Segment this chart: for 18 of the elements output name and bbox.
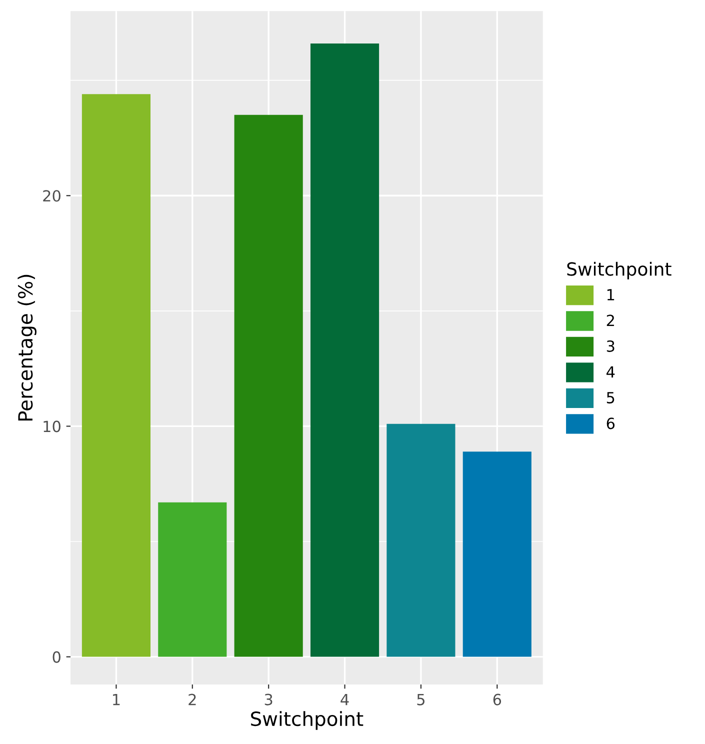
legend-title: Switchpoint bbox=[567, 262, 672, 280]
y-tick-label: 20 bbox=[43, 190, 60, 202]
legend-label: 2 bbox=[606, 314, 614, 326]
y-tick-label: 10 bbox=[44, 420, 60, 432]
legend-label: 6 bbox=[606, 418, 615, 430]
y-tick-label: 0 bbox=[52, 651, 60, 663]
legend-label: 3 bbox=[606, 340, 614, 352]
x-tick-label: 4 bbox=[340, 694, 349, 706]
x-tick-label: 5 bbox=[417, 694, 424, 706]
legend-label: 4 bbox=[606, 366, 615, 378]
x-tick-label: 2 bbox=[188, 694, 196, 706]
x-tick-label: 6 bbox=[493, 694, 502, 706]
x-tick-label: 1 bbox=[113, 694, 120, 706]
x-axis-title: Switchpoint bbox=[251, 711, 364, 730]
y-axis-title: Percentage (%) bbox=[18, 274, 36, 421]
legend-label: 5 bbox=[606, 392, 614, 404]
legend-label: 1 bbox=[607, 289, 614, 300]
x-tick-label: 3 bbox=[264, 694, 272, 706]
